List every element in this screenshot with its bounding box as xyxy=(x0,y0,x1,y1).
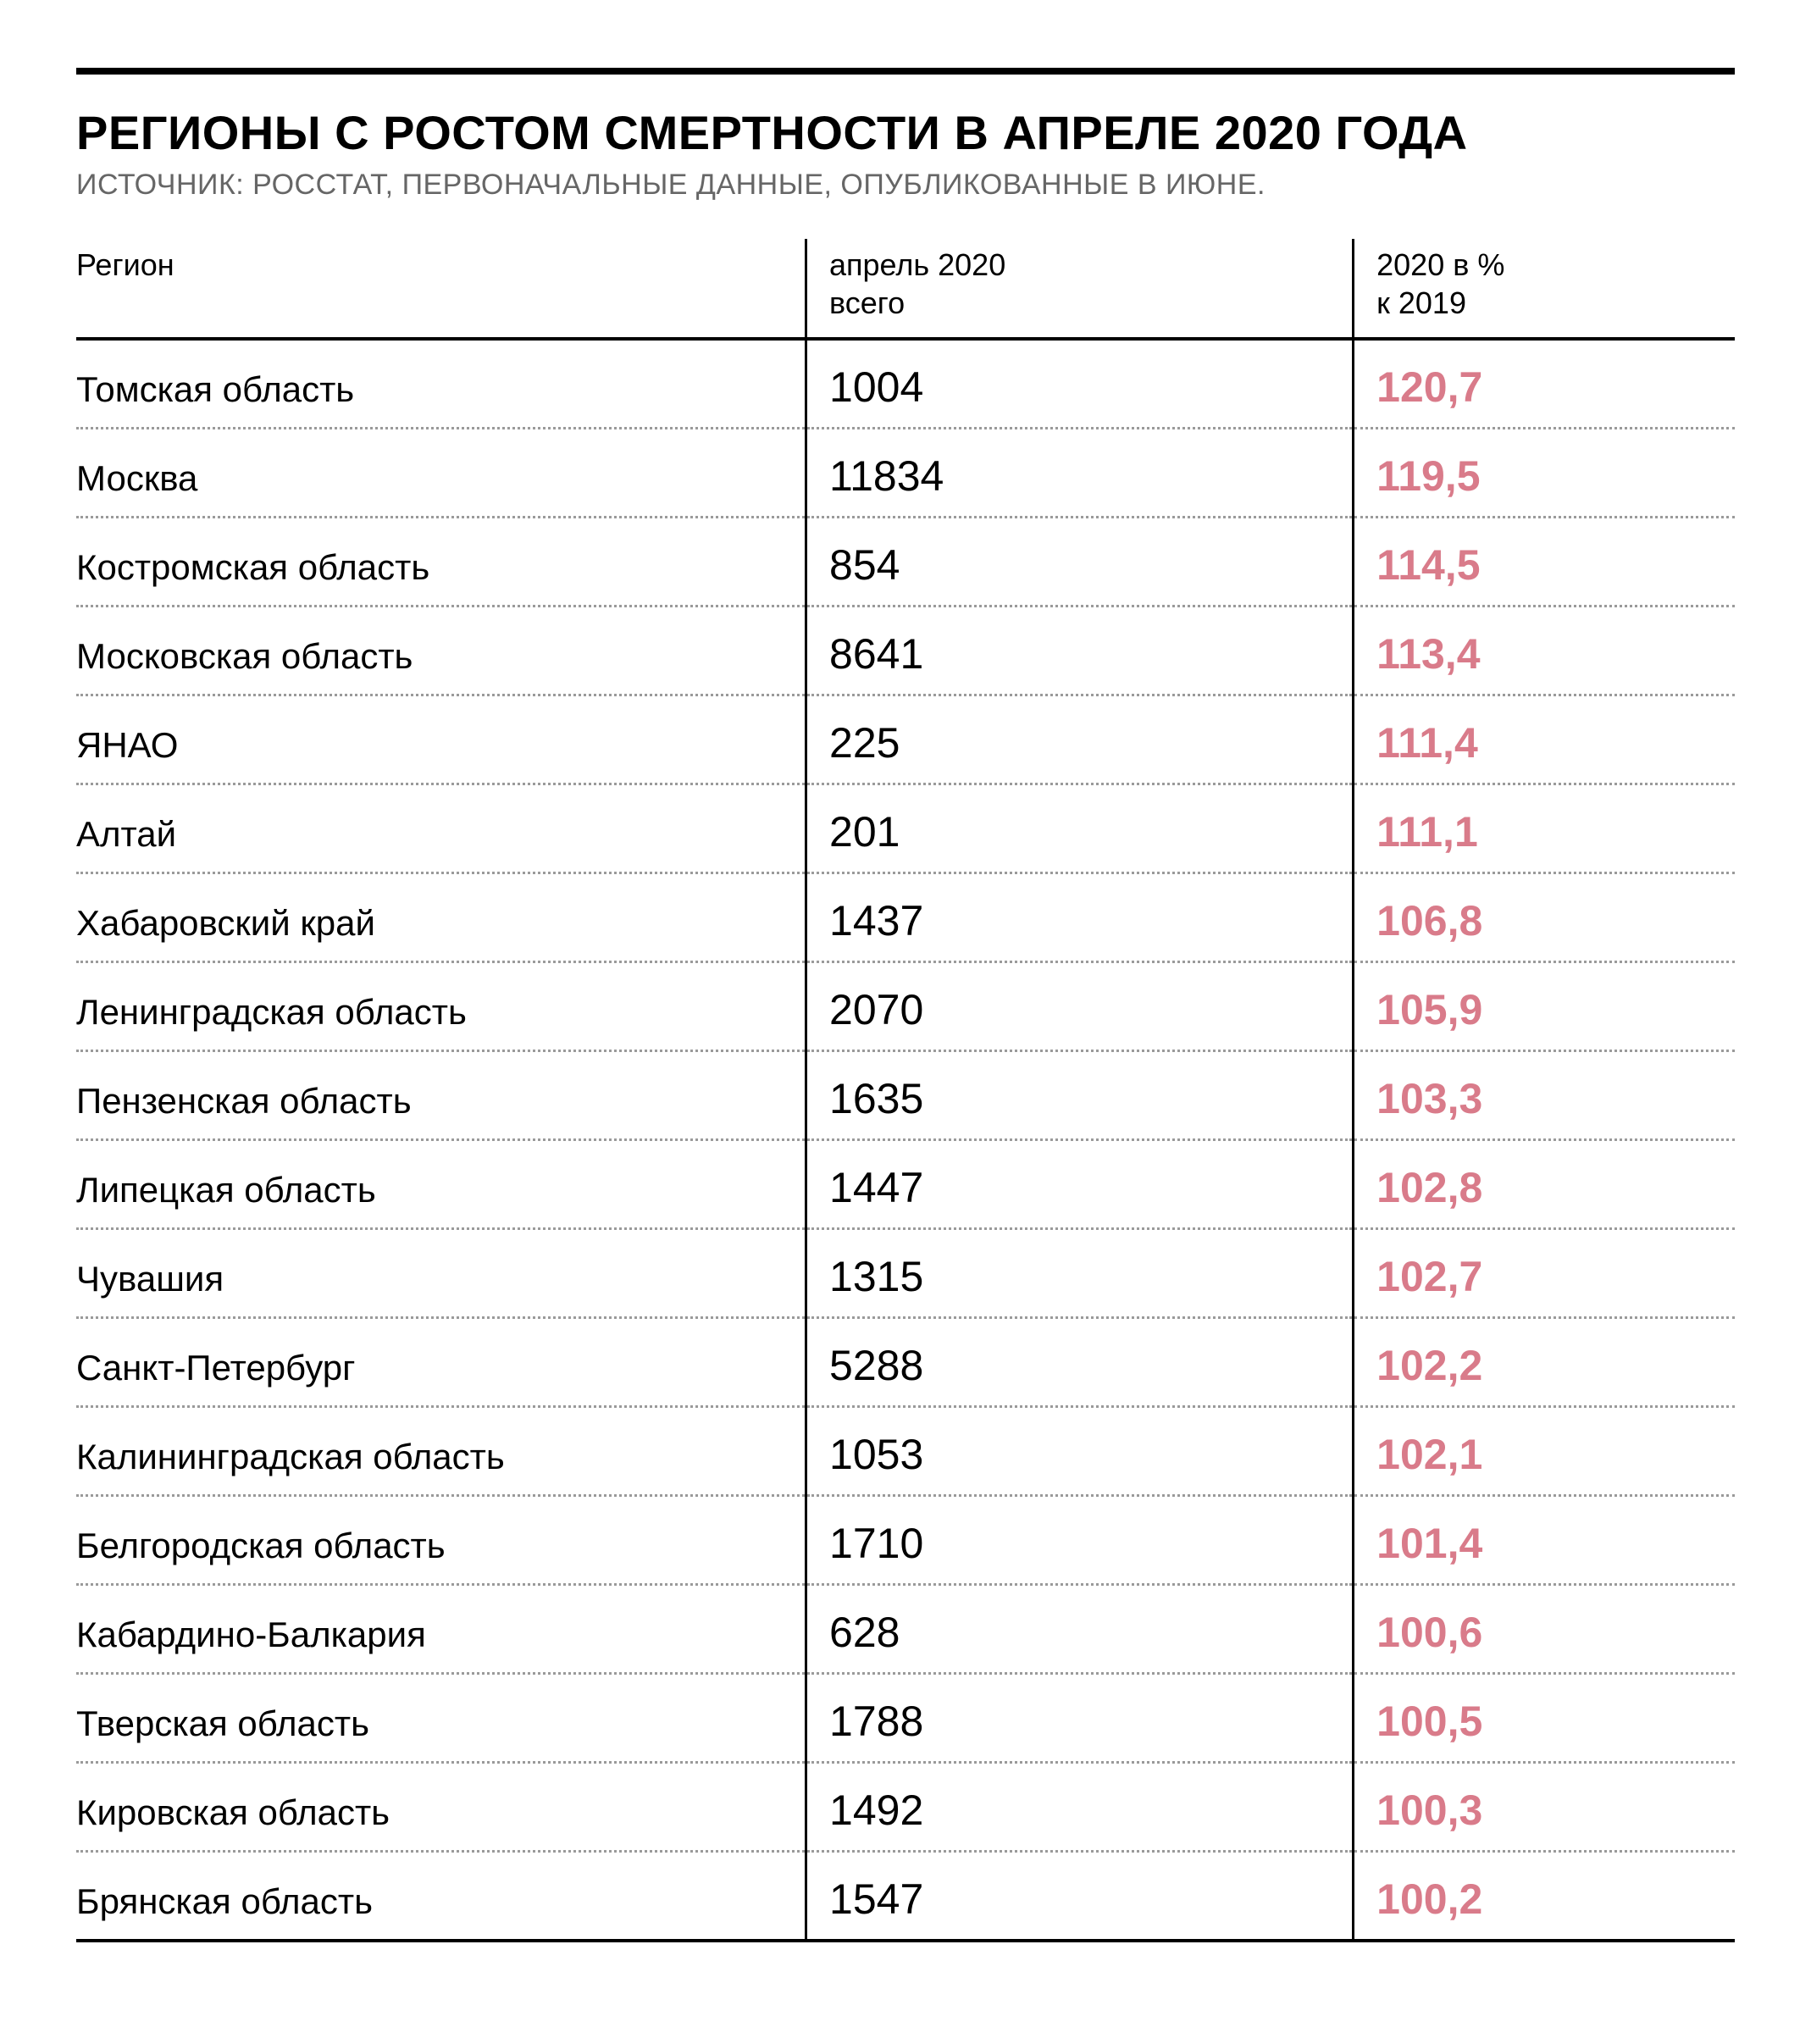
cell-region: Белгородская область xyxy=(76,1496,806,1585)
source-line: ИСТОЧНИК: РОССТАТ, ПЕРВОНАЧАЛЬНЫЕ ДАННЫЕ… xyxy=(76,169,1735,202)
col-header-pct: 2020 в %к 2019 xyxy=(1354,239,1735,339)
page: РЕГИОНЫ С РОСТОМ СМЕРТНОСТИ В АПРЕЛЕ 202… xyxy=(0,0,1811,2044)
cell-total: 1004 xyxy=(806,339,1354,429)
cell-pct: 120,7 xyxy=(1354,339,1735,429)
cell-pct: 100,5 xyxy=(1354,1674,1735,1763)
cell-total: 225 xyxy=(806,695,1354,784)
table-row: Алтай201111,1 xyxy=(76,784,1735,873)
cell-pct: 102,1 xyxy=(1354,1407,1735,1496)
cell-total: 1492 xyxy=(806,1763,1354,1852)
cell-pct: 102,7 xyxy=(1354,1229,1735,1318)
table-body: Томская область1004120,7Москва11834119,5… xyxy=(76,339,1735,1941)
cell-region: Москва xyxy=(76,429,806,518)
mortality-table: Регион апрель 2020всего 2020 в %к 2019 Т… xyxy=(76,239,1735,1942)
cell-total: 1710 xyxy=(806,1496,1354,1585)
table-row: Брянская область1547100,2 xyxy=(76,1852,1735,1942)
cell-region: Кировская область xyxy=(76,1763,806,1852)
table-row: Калининградская область1053102,1 xyxy=(76,1407,1735,1496)
cell-region: Кабардино-Балкария xyxy=(76,1585,806,1674)
cell-total: 1315 xyxy=(806,1229,1354,1318)
table-row: Санкт-Петербург5288102,2 xyxy=(76,1318,1735,1407)
cell-total: 628 xyxy=(806,1585,1354,1674)
cell-pct: 113,4 xyxy=(1354,607,1735,695)
table-row: Тверская область1788100,5 xyxy=(76,1674,1735,1763)
table-row: ЯНАО225111,4 xyxy=(76,695,1735,784)
cell-region: Алтай xyxy=(76,784,806,873)
cell-region: Костромская область xyxy=(76,518,806,607)
table-row: Ленинградская область2070105,9 xyxy=(76,962,1735,1051)
table-row: Кабардино-Балкария628100,6 xyxy=(76,1585,1735,1674)
cell-pct: 105,9 xyxy=(1354,962,1735,1051)
cell-pct: 100,2 xyxy=(1354,1852,1735,1942)
cell-pct: 102,8 xyxy=(1354,1140,1735,1229)
table-row: Пензенская область1635103,3 xyxy=(76,1051,1735,1140)
table-row: Костромская область854114,5 xyxy=(76,518,1735,607)
cell-total: 1437 xyxy=(806,873,1354,962)
cell-total: 1788 xyxy=(806,1674,1354,1763)
cell-total: 1635 xyxy=(806,1051,1354,1140)
table-row: Чувашия1315102,7 xyxy=(76,1229,1735,1318)
cell-region: Калининградская область xyxy=(76,1407,806,1496)
cell-region: Томская область xyxy=(76,339,806,429)
cell-pct: 119,5 xyxy=(1354,429,1735,518)
cell-total: 8641 xyxy=(806,607,1354,695)
cell-pct: 103,3 xyxy=(1354,1051,1735,1140)
table-header-row: Регион апрель 2020всего 2020 в %к 2019 xyxy=(76,239,1735,339)
table-row: Белгородская область1710101,4 xyxy=(76,1496,1735,1585)
cell-pct: 114,5 xyxy=(1354,518,1735,607)
cell-total: 1447 xyxy=(806,1140,1354,1229)
cell-region: ЯНАО xyxy=(76,695,806,784)
cell-total: 1053 xyxy=(806,1407,1354,1496)
table-row: Кировская область1492100,3 xyxy=(76,1763,1735,1852)
cell-pct: 106,8 xyxy=(1354,873,1735,962)
cell-region: Санкт-Петербург xyxy=(76,1318,806,1407)
table-row: Московская область8641113,4 xyxy=(76,607,1735,695)
col-header-region: Регион xyxy=(76,239,806,339)
cell-region: Пензенская область xyxy=(76,1051,806,1140)
cell-region: Ленинградская область xyxy=(76,962,806,1051)
cell-region: Чувашия xyxy=(76,1229,806,1318)
table-row: Томская область1004120,7 xyxy=(76,339,1735,429)
cell-total: 11834 xyxy=(806,429,1354,518)
top-rule xyxy=(76,68,1735,75)
cell-total: 1547 xyxy=(806,1852,1354,1942)
table-row: Москва11834119,5 xyxy=(76,429,1735,518)
cell-total: 5288 xyxy=(806,1318,1354,1407)
cell-pct: 100,6 xyxy=(1354,1585,1735,1674)
cell-total: 854 xyxy=(806,518,1354,607)
cell-region: Тверская область xyxy=(76,1674,806,1763)
cell-region: Хабаровский край xyxy=(76,873,806,962)
cell-pct: 101,4 xyxy=(1354,1496,1735,1585)
cell-total: 2070 xyxy=(806,962,1354,1051)
table-row: Хабаровский край1437106,8 xyxy=(76,873,1735,962)
col-header-total: апрель 2020всего xyxy=(806,239,1354,339)
cell-total: 201 xyxy=(806,784,1354,873)
cell-region: Брянская область xyxy=(76,1852,806,1942)
cell-region: Липецкая область xyxy=(76,1140,806,1229)
page-title: РЕГИОНЫ С РОСТОМ СМЕРТНОСТИ В АПРЕЛЕ 202… xyxy=(76,105,1735,160)
cell-pct: 111,1 xyxy=(1354,784,1735,873)
cell-region: Московская область xyxy=(76,607,806,695)
cell-pct: 100,3 xyxy=(1354,1763,1735,1852)
cell-pct: 111,4 xyxy=(1354,695,1735,784)
cell-pct: 102,2 xyxy=(1354,1318,1735,1407)
table-row: Липецкая область1447102,8 xyxy=(76,1140,1735,1229)
